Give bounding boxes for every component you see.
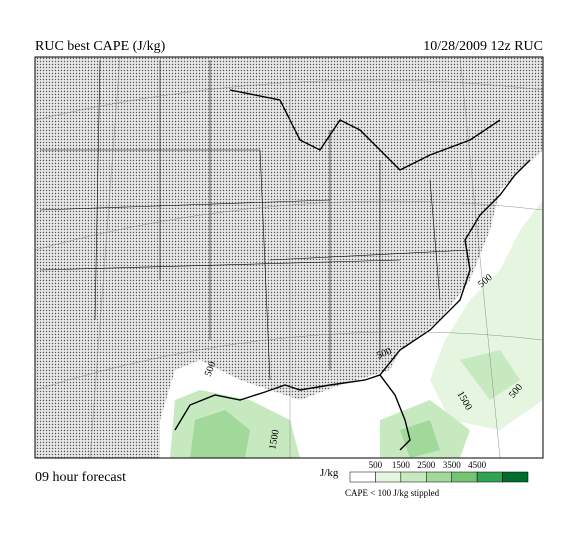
legend-label: 1500 xyxy=(392,460,411,470)
contour-label: 500 xyxy=(375,346,393,361)
contour-label: 1500 xyxy=(267,429,281,451)
graticule xyxy=(35,57,543,458)
legend-label: 3500 xyxy=(443,460,462,470)
legend-label: 500 xyxy=(369,460,383,470)
legend-note: CAPE < 100 J/kg stippled xyxy=(345,488,440,498)
legend-swatch xyxy=(349,471,376,483)
legend-swatch xyxy=(400,471,427,483)
legend-label: 2500 xyxy=(417,460,436,470)
title: RUC best CAPE (J/kg) xyxy=(35,39,166,54)
legend-unit: J/kg xyxy=(320,467,339,479)
legend-swatch xyxy=(476,471,503,483)
legend-swatch xyxy=(451,471,478,483)
legend-swatch xyxy=(426,471,452,483)
contour-label: 500 xyxy=(203,360,218,378)
legend-label: 4500 xyxy=(468,460,487,470)
forecast-hour: 09 hour forecast xyxy=(35,470,126,485)
borders xyxy=(39,59,471,381)
legend-swatch xyxy=(502,471,529,483)
cape-area xyxy=(460,350,520,400)
legend-swatch xyxy=(375,471,402,483)
run-info: 10/28/2009 12z RUC xyxy=(423,39,543,54)
cape-area xyxy=(190,410,250,458)
cape-area xyxy=(400,420,440,458)
coastline xyxy=(174,89,531,451)
map xyxy=(35,57,543,458)
map-frame xyxy=(34,56,544,459)
